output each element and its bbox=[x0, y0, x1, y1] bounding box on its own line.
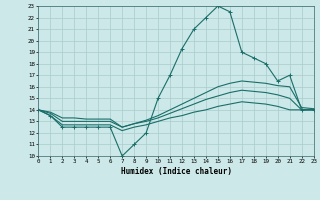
X-axis label: Humidex (Indice chaleur): Humidex (Indice chaleur) bbox=[121, 167, 231, 176]
